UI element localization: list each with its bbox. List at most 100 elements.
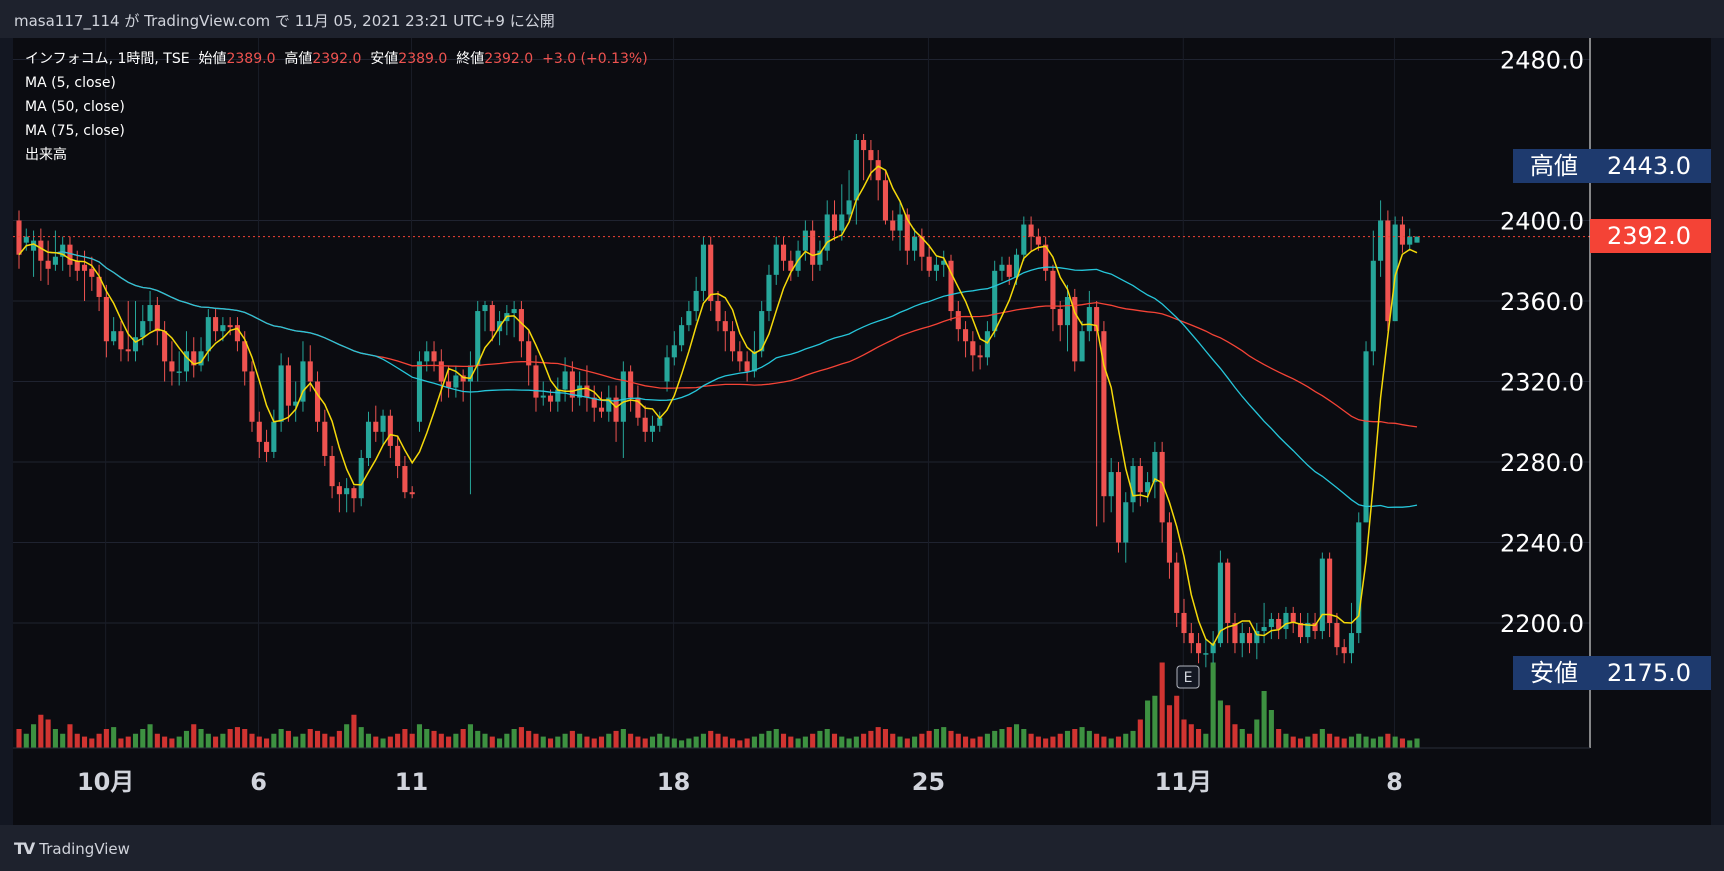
candle-body — [1159, 451, 1165, 523]
indicator-ma5[interactable]: MA (5, close) — [25, 75, 116, 91]
volume-bar — [1035, 736, 1041, 748]
volume-bar — [1072, 729, 1078, 748]
candle-body — [933, 264, 939, 271]
volume-bar — [780, 733, 787, 748]
candle-body — [489, 305, 495, 332]
candle-body — [1130, 466, 1136, 503]
volume-bar — [1166, 705, 1172, 748]
chart-area[interactable]: 2480.0 2400.0 2360.0 2320.0 2280.0 2240.0 2200… — [13, 38, 1711, 825]
candle-body — [1276, 618, 1282, 630]
candle-body — [817, 250, 823, 265]
volume-bar — [948, 730, 954, 748]
candle-body — [387, 415, 393, 446]
candle-body — [154, 305, 160, 332]
candle-body — [1079, 331, 1085, 362]
volume-bar — [227, 729, 233, 748]
candle-body — [118, 331, 124, 350]
volume-bar — [1290, 736, 1296, 748]
candle-body — [1152, 451, 1158, 483]
indicator-volume[interactable]: 出来高 — [25, 147, 67, 163]
candle-body — [111, 331, 117, 342]
volume-bar — [751, 736, 757, 748]
candle-body — [540, 395, 546, 398]
volume-bar — [1181, 719, 1187, 748]
candle-body — [132, 337, 139, 352]
candle-body — [198, 351, 204, 366]
x-tick-label: 11 — [395, 768, 428, 796]
volume-bar — [395, 733, 401, 748]
candle-body — [897, 214, 903, 231]
chart-legend: インフォコム, 1時間, TSE 始値2389.0 高値2392.0 安値238… — [25, 47, 648, 167]
volume-bar — [795, 738, 801, 748]
candle-body — [475, 311, 481, 366]
candle-body — [1094, 307, 1100, 332]
volume-bar — [620, 729, 626, 748]
candle-body — [591, 397, 597, 408]
last-price-badge: 2392.0 — [1590, 219, 1711, 253]
price-chart[interactable]: 2480.0 2400.0 2360.0 2320.0 2280.0 2240.0 2200… — [13, 38, 1711, 825]
volume-bars — [16, 662, 1420, 748]
candle-body — [446, 381, 452, 388]
earnings-event-marker[interactable]: E — [1176, 665, 1200, 689]
x-tick-label: 10月 — [77, 768, 134, 796]
volume-bar — [708, 730, 714, 748]
candle-body — [1145, 482, 1151, 493]
volume-bar — [453, 733, 459, 748]
volume-bar — [1188, 724, 1194, 748]
volume-bar — [868, 730, 874, 748]
volume-bar — [912, 736, 918, 748]
volume-bar — [846, 738, 852, 748]
volume-bar — [693, 736, 699, 748]
volume-bar — [387, 736, 393, 748]
volume-bar — [890, 733, 896, 748]
volume-bar — [1414, 738, 1420, 748]
candle-body — [912, 236, 918, 251]
volume-bar — [744, 738, 750, 748]
candle-body — [176, 371, 182, 373]
event-marker-label: E — [1184, 670, 1193, 686]
candle-body — [467, 365, 473, 382]
candle-body — [395, 445, 401, 467]
volume-bar — [1305, 736, 1311, 748]
candle-body — [38, 240, 44, 261]
candle-body — [853, 140, 859, 201]
candle-body — [1232, 623, 1238, 644]
volume-bar — [23, 733, 29, 748]
candle-body — [649, 425, 656, 432]
candle-body — [1261, 627, 1267, 632]
time-axis[interactable]: 10月 6 11 18 25 11月 8 — [77, 768, 1403, 796]
indicator-ma75[interactable]: MA (75, close) — [25, 123, 125, 139]
candle-body — [1254, 631, 1260, 644]
candle-body — [431, 351, 437, 362]
volume-bar — [1363, 736, 1369, 748]
indicator-ma50[interactable]: MA (50, close) — [25, 99, 125, 115]
volume-bar — [577, 733, 583, 748]
low-badge-label: 安値 — [1530, 659, 1578, 687]
volume-bar — [103, 729, 109, 748]
volume-bar — [933, 729, 939, 748]
high-badge-label: 高値 — [1530, 152, 1578, 180]
candle-body — [482, 305, 488, 312]
candle-body — [16, 220, 22, 255]
candle-body — [846, 200, 852, 215]
candle-body — [941, 260, 947, 265]
volume-bar — [679, 740, 685, 748]
volume-bar — [191, 724, 197, 748]
change-value: +3.0 (+0.13%) — [542, 51, 648, 67]
candle-body — [1239, 633, 1245, 644]
candle-body — [147, 305, 153, 322]
candle-body — [183, 351, 190, 372]
price-axis[interactable]: 2480.0 2400.0 2360.0 2320.0 2280.0 2240.0 2200… — [1500, 47, 1584, 639]
candle-body — [1319, 558, 1325, 632]
candle-body — [1225, 562, 1231, 623]
tradingview-logo[interactable]: TV TradingView — [14, 839, 130, 858]
candle-body — [606, 397, 612, 412]
volume-bar — [635, 736, 641, 748]
y-tick-label: 2320.0 — [1500, 369, 1584, 397]
volume-bar — [125, 736, 131, 748]
volume-bar — [358, 727, 364, 748]
candle-body — [373, 421, 379, 432]
candle-body — [831, 214, 838, 231]
candle-body — [1101, 331, 1107, 497]
volume-bar — [926, 730, 932, 748]
